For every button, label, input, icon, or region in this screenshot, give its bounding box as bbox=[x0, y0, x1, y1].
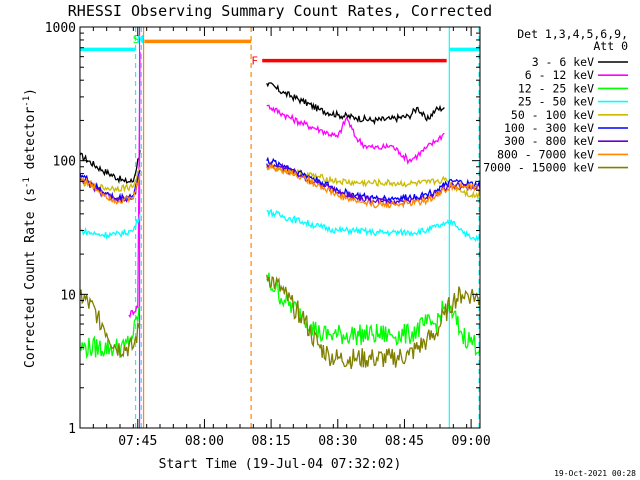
legend-label: 12 - 25 keV bbox=[518, 81, 594, 95]
series-25-50kev bbox=[79, 208, 481, 243]
series-line-segment bbox=[266, 82, 445, 126]
y-axis-label-end: ) bbox=[23, 88, 38, 96]
legend-label: 800 - 7000 keV bbox=[497, 147, 594, 161]
series-line-segment bbox=[266, 162, 481, 209]
x-tick-label: 08:00 bbox=[185, 434, 224, 449]
x-tick-label: 08:15 bbox=[252, 434, 291, 449]
y-axis-label-mid: detector bbox=[23, 107, 38, 178]
series-line-segment bbox=[79, 306, 141, 360]
y-axis-label: Corrected Count Rate (s-1 detector-1) bbox=[22, 88, 38, 368]
legend-header-line-2: Att 0 bbox=[593, 39, 628, 53]
x-tick-label: 08:30 bbox=[318, 434, 357, 449]
timestamp: 19-Oct-2021 00:28 bbox=[554, 469, 636, 478]
legend-label: 50 - 100 keV bbox=[511, 108, 594, 122]
x-tick-label: 07:45 bbox=[118, 434, 157, 449]
legend-label: 25 - 50 keV bbox=[518, 95, 594, 109]
series-line-segment bbox=[79, 213, 141, 240]
y-tick-label: 1 bbox=[68, 422, 76, 437]
series-line-segment bbox=[79, 150, 141, 184]
plot-area: SN F 1 10 100 1000 07:45 08:00 08:15 08:30 08:45 09… bbox=[45, 21, 491, 449]
series-line-segment bbox=[128, 51, 141, 319]
flag-n: N bbox=[137, 33, 144, 46]
y-axis-label-sup2: -1 bbox=[22, 96, 32, 107]
series-line-segment bbox=[266, 156, 481, 203]
series-line-segment bbox=[266, 274, 481, 370]
y-axis-label-sup1: -1 bbox=[22, 177, 32, 188]
x-tick-label: 08:45 bbox=[385, 434, 424, 449]
legend-label: 7000 - 15000 keV bbox=[483, 161, 594, 175]
x-tick-label: 09:00 bbox=[452, 434, 491, 449]
series-3-6kev bbox=[79, 82, 445, 184]
series-line-segment bbox=[79, 173, 141, 205]
x-axis-label: Start Time (19-Jul-04 07:32:02) bbox=[159, 457, 402, 472]
y-tick-label: 100 bbox=[53, 155, 76, 170]
legend-label: 6 - 12 keV bbox=[525, 68, 594, 82]
legend-header-line-1: Det 1,3,4,5,6,9, bbox=[517, 27, 628, 41]
series-6-12kev bbox=[128, 51, 445, 319]
series-line-segment bbox=[79, 289, 141, 358]
y-tick-label: 1000 bbox=[45, 21, 76, 36]
y-axis-label-main: Corrected Count Rate (s bbox=[23, 188, 38, 368]
legend-label: 300 - 800 keV bbox=[504, 134, 594, 148]
y-tick-label: 10 bbox=[60, 288, 76, 303]
series-line-segment bbox=[266, 208, 481, 243]
chart-title: RHESSI Observing Summary Count Rates, Co… bbox=[68, 2, 492, 20]
legend-label: 3 - 6 keV bbox=[532, 55, 594, 69]
series-line-segment bbox=[266, 160, 481, 206]
series-800-7000kev bbox=[79, 162, 481, 209]
series-line-segment bbox=[266, 104, 445, 166]
legend-label: 100 - 300 keV bbox=[504, 121, 594, 135]
flag-f: F bbox=[251, 55, 258, 68]
series-7000-15000kev bbox=[79, 274, 481, 370]
series-line-segment bbox=[266, 162, 481, 201]
flag-s: S bbox=[133, 33, 140, 46]
